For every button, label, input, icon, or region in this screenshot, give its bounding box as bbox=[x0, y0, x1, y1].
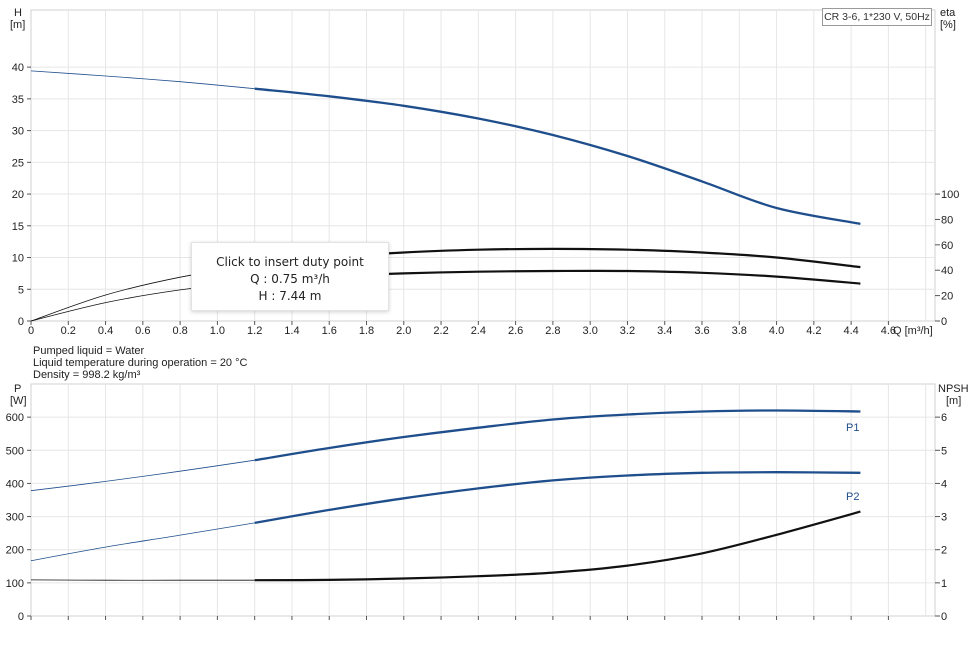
top-right-tick-label: 60 bbox=[941, 240, 953, 252]
top-x-tick-label: 2.2 bbox=[433, 325, 448, 337]
top-x-tick-label: 0.6 bbox=[135, 325, 150, 337]
top-left-tick-label: 30 bbox=[12, 126, 24, 138]
top-left-tick-label: 35 bbox=[12, 94, 24, 106]
top-left-axis-title: H bbox=[14, 7, 22, 19]
top-right-axis-unit: [%] bbox=[940, 19, 956, 31]
bottom-left-tick-label: 500 bbox=[6, 445, 24, 457]
top-left-axis-unit: [m] bbox=[10, 19, 25, 31]
bottom-left-tick-label: 200 bbox=[6, 545, 24, 557]
top-x-tick-label: 2.4 bbox=[471, 325, 486, 337]
top-x-tick-label: 4.0 bbox=[769, 325, 784, 337]
top-right-tick-label: 100 bbox=[941, 189, 959, 201]
top-x-tick-label: 1.6 bbox=[322, 325, 337, 337]
bottom-right-tick-label: 3 bbox=[941, 512, 947, 524]
top-x-tick-label: 3.8 bbox=[732, 325, 747, 337]
liquid-temperature-text: Liquid temperature during operation = 20… bbox=[33, 357, 248, 369]
top-right-tick-label: 0 bbox=[941, 316, 947, 328]
top-x-tick-label: 2.0 bbox=[396, 325, 411, 337]
p1-curve-extrapolated bbox=[30, 459, 255, 492]
top-x-tick-label: 0.8 bbox=[172, 325, 187, 337]
bottom-left-tick-label: 300 bbox=[6, 512, 24, 524]
top-chart-series bbox=[30, 70, 861, 322]
bottom-left-tick-label: 100 bbox=[6, 578, 24, 590]
top-x-tick-label: 3.6 bbox=[694, 325, 709, 337]
h-curve bbox=[254, 87, 861, 226]
top-x-tick-label: 2.8 bbox=[545, 325, 560, 337]
bottom-right-tick-label: 1 bbox=[941, 578, 947, 590]
top-x-tick-label: 1.4 bbox=[284, 325, 299, 337]
bottom-chart-ticks: 0 100 200 300 400 500 600 0 1 2 3 4 5 6 bbox=[6, 412, 947, 623]
top-x-tick-label: 3.2 bbox=[620, 325, 635, 337]
bottom-right-tick-label: 5 bbox=[941, 445, 947, 457]
top-left-tick-label: 20 bbox=[12, 189, 24, 201]
bottom-left-tick-label: 600 bbox=[6, 412, 24, 424]
top-x-tick-label: 0 bbox=[28, 325, 34, 337]
bottom-right-tick-label: 0 bbox=[941, 611, 947, 623]
top-x-tick-label: 0.4 bbox=[98, 325, 113, 337]
top-x-tick-label: 1.8 bbox=[359, 325, 374, 337]
top-left-tick-label: 0 bbox=[18, 316, 24, 328]
bottom-right-axis-title: NPSH bbox=[938, 383, 969, 395]
pumped-liquid-text: Pumped liquid = Water bbox=[33, 345, 145, 357]
p1-series-label: P1 bbox=[846, 422, 859, 434]
top-left-tick-label: 5 bbox=[18, 284, 24, 296]
bottom-chart-series bbox=[30, 409, 861, 582]
bottom-left-tick-label: 400 bbox=[6, 478, 24, 490]
p2-series-label: P2 bbox=[846, 491, 859, 503]
top-x-tick-label: 4.4 bbox=[843, 325, 858, 337]
top-left-tick-label: 15 bbox=[12, 221, 24, 233]
duty-point-instruction: Click to insert duty point bbox=[216, 255, 364, 269]
duty-point-flow: Q : 0.75 m³/h bbox=[250, 272, 330, 286]
top-x-tick-label: 4.2 bbox=[806, 325, 821, 337]
top-chart-ticks: 0 5 10 15 20 25 30 35 40 0 20 40 60 80 100 0 0.2 0.4 0.6 0.… bbox=[12, 62, 960, 337]
p1-curve bbox=[254, 409, 861, 462]
bottom-plot-frame bbox=[30, 383, 936, 617]
top-right-tick-label: 20 bbox=[941, 291, 953, 303]
top-plot-frame bbox=[30, 9, 936, 322]
pump-model-box: CR 3-6, 1*230 V, 50Hz bbox=[822, 8, 932, 26]
top-chart-grid bbox=[30, 9, 936, 322]
bottom-right-axis-unit: [m] bbox=[946, 395, 961, 407]
pump-model-label: CR 3-6, 1*230 V, 50Hz bbox=[824, 11, 930, 23]
top-left-tick-label: 25 bbox=[12, 157, 24, 169]
bottom-right-tick-label: 6 bbox=[941, 412, 947, 424]
bottom-right-tick-label: 2 bbox=[941, 545, 947, 557]
top-right-axis-title: eta bbox=[940, 7, 956, 19]
bottom-left-axis-title: P bbox=[14, 383, 21, 395]
bottom-chart-grid bbox=[30, 383, 936, 617]
bottom-right-tick-label: 4 bbox=[941, 478, 947, 490]
top-x-tick-label: 1.2 bbox=[247, 325, 262, 337]
h-curve-extrapolated bbox=[30, 70, 255, 90]
top-x-tick-label: 2.6 bbox=[508, 325, 523, 337]
npsh-curve bbox=[254, 510, 861, 582]
top-x-tick-label: 1.0 bbox=[210, 325, 225, 337]
p2-curve bbox=[254, 471, 861, 525]
top-x-tick-label: 3.0 bbox=[583, 325, 598, 337]
p2-curve-extrapolated bbox=[30, 522, 255, 562]
top-x-tick-label: 3.4 bbox=[657, 325, 672, 337]
top-x-tick-label: 0.2 bbox=[61, 325, 76, 337]
top-right-tick-label: 80 bbox=[941, 214, 953, 226]
bottom-left-tick-label: 0 bbox=[18, 611, 24, 623]
duty-point-head: H : 7.44 m bbox=[258, 289, 322, 303]
duty-point-tooltip[interactable]: Click to insert duty point Q : 0.75 m³/h… bbox=[191, 242, 389, 311]
top-left-tick-label: 40 bbox=[12, 62, 24, 74]
top-left-tick-label: 10 bbox=[12, 253, 24, 265]
density-text: Density = 998.2 kg/m³ bbox=[33, 369, 141, 381]
top-right-tick-label: 40 bbox=[941, 265, 953, 277]
x-axis-label: Q [m³/h] bbox=[893, 325, 933, 337]
bottom-left-axis-unit: [W] bbox=[10, 395, 27, 407]
top-x-tick-label: 4.6 bbox=[881, 325, 896, 337]
